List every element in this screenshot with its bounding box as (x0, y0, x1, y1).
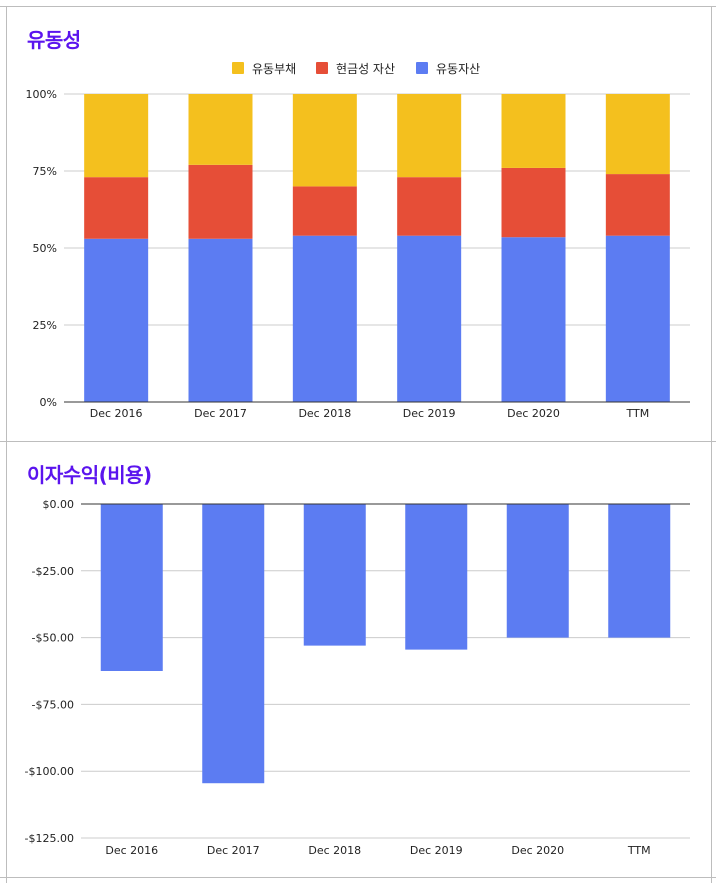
x-tick-label: TTM (625, 407, 649, 420)
bar (100, 504, 163, 671)
liquidity-legend: 유동부채 현금성 자산 유동자산 (0, 60, 716, 78)
liquidity-stacked-bar-chart: 0% 25% 50% 75% 100% Dec 2016 Dec 2017 Dec 2018 D… (26, 88, 690, 420)
legend-swatch-current-liabilities (232, 62, 244, 74)
legend-label-current-liabilities: 유동부채 (252, 61, 297, 76)
y-tick-label: $0.00 (43, 498, 75, 511)
legend-swatch-current-assets (416, 62, 428, 74)
top-border (0, 6, 716, 7)
bar-segment (397, 94, 462, 178)
x-tick-label: Dec 2020 (507, 407, 560, 420)
liquidity-chart-panel: 유동성 유동부채 현금성 자산 유동자산 0% 25% 50% 75% 100% Dec … (0, 0, 716, 441)
legend-label-current-assets: 유동자산 (436, 61, 481, 76)
legend-item-current-assets[interactable]: 유동자산 (416, 60, 480, 76)
bottom-border (0, 877, 716, 878)
interest-bar-chart: $0.00 -$25.00 -$50.00 -$75.00 -$100.00 -$125.… (25, 498, 690, 857)
y-tick-label: -$100.00 (25, 765, 74, 778)
x-tick-label: Dec 2017 (207, 844, 260, 857)
y-tick-label: -$75.00 (32, 698, 74, 711)
bar (506, 504, 569, 638)
bar-segment (84, 94, 149, 178)
interest-chart-panel: 이자수익(비용) $0.00 -$25.00 -$50.00 -$75.00 -$100… (0, 441, 716, 883)
interest-chart-title: 이자수익(비용) (27, 463, 152, 487)
bar-segment (188, 94, 253, 165)
panel-divider (0, 441, 716, 442)
bar-segment (397, 177, 462, 236)
legend-item-current-liabilities[interactable]: 유동부채 (232, 60, 296, 76)
y-tick-label: -$25.00 (32, 565, 74, 578)
right-border (711, 6, 712, 883)
bar-segment (292, 94, 357, 187)
bar-segment (397, 235, 462, 402)
bar-segment (501, 167, 566, 238)
y-tick-label: 75% (33, 165, 57, 178)
x-tick-label: Dec 2017 (194, 407, 247, 420)
bar-segment (84, 177, 149, 239)
bar (608, 504, 671, 638)
y-tick-label: -$125.00 (25, 832, 74, 845)
bar-segment (605, 235, 670, 402)
bar (405, 504, 468, 650)
bar (303, 504, 366, 646)
x-tick-label: Dec 2018 (308, 844, 361, 857)
bar (202, 504, 265, 784)
legend-item-cash-assets[interactable]: 현금성 자산 (316, 60, 395, 76)
bar-segment (501, 94, 566, 168)
x-tick-label: Dec 2016 (105, 844, 158, 857)
y-tick-label: 0% (40, 396, 57, 409)
legend-label-cash-assets: 현금성 자산 (336, 61, 396, 76)
bar-segment (188, 164, 253, 239)
y-tick-label: 100% (26, 88, 57, 101)
bar-segment (188, 238, 253, 402)
x-tick-label: Dec 2019 (403, 407, 456, 420)
x-tick-label: Dec 2020 (511, 844, 564, 857)
legend-swatch-cash-assets (316, 62, 328, 74)
bar-segment (84, 238, 149, 402)
liquidity-chart-title: 유동성 (27, 28, 81, 52)
left-border (6, 6, 7, 883)
bar-segment (605, 94, 670, 175)
x-tick-label: Dec 2016 (90, 407, 143, 420)
y-tick-label: -$50.00 (32, 632, 74, 645)
bar-segment (292, 235, 357, 402)
y-tick-label: 50% (33, 242, 57, 255)
x-tick-label: TTM (627, 844, 651, 857)
y-tick-label: 25% (33, 319, 57, 332)
bar-segment (292, 186, 357, 236)
x-tick-label: Dec 2019 (410, 844, 463, 857)
x-tick-label: Dec 2018 (298, 407, 351, 420)
bar-segment (501, 237, 566, 402)
bar-segment (605, 174, 670, 236)
